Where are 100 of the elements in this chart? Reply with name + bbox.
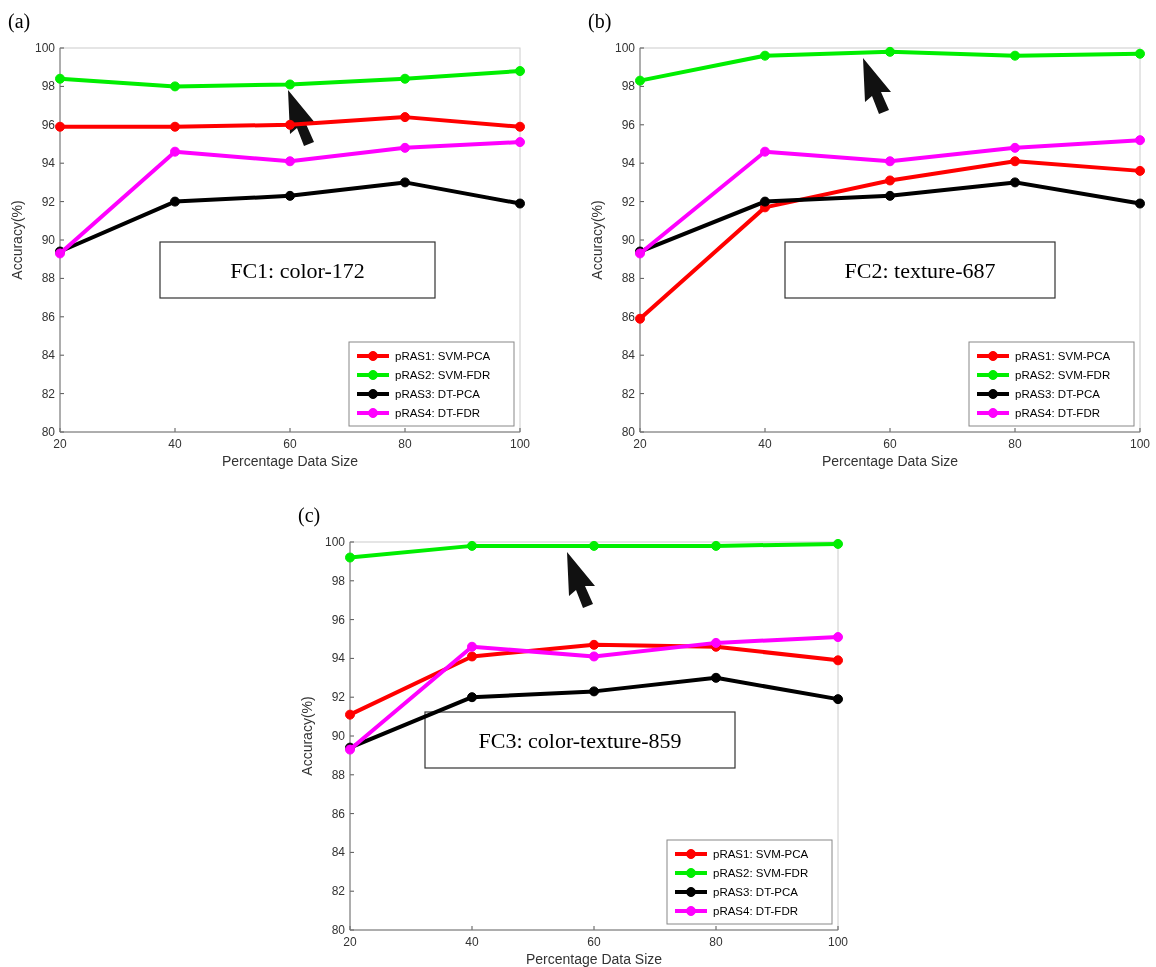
point	[515, 121, 525, 132]
point	[400, 177, 410, 188]
y-tick-label: 98	[331, 573, 346, 588]
y-tick-label: 86	[41, 309, 56, 324]
y-tick-label: 80	[331, 923, 346, 937]
legend-label: pRAS4: DT-FDR	[713, 905, 798, 917]
y-tick-label: 88	[621, 271, 636, 286]
y-tick-label: 84	[621, 348, 636, 363]
point	[515, 66, 525, 77]
y-tick-label: 98	[621, 79, 636, 94]
legend-label: pRAS2: SVM-FDR	[1015, 369, 1111, 381]
x-axis-title: Percentage Data Size	[821, 453, 959, 469]
text: (a)	[8, 10, 31, 33]
y-tick-label: 96	[331, 612, 346, 627]
y-tick-label: 86	[621, 309, 636, 324]
legend-label: pRAS2: SVM-FDR	[395, 369, 491, 381]
point	[833, 694, 843, 705]
x-tick-label: 60	[587, 935, 601, 949]
point	[760, 196, 770, 207]
y-tick-label: 96	[621, 117, 636, 132]
point	[711, 637, 721, 648]
x-tick-label: 60	[883, 437, 897, 451]
point	[1010, 156, 1020, 167]
point	[635, 313, 645, 324]
legend-label: pRAS3: DT-PCA	[1015, 388, 1101, 400]
point	[1135, 135, 1145, 146]
y-axis-title: Accuracy(%)	[589, 200, 605, 280]
point	[760, 50, 770, 61]
point	[833, 632, 843, 643]
point	[515, 198, 525, 209]
y-tick-label: 84	[331, 845, 346, 860]
point	[885, 46, 895, 57]
x-tick-label: 80	[709, 935, 723, 949]
x-tick-label: 60	[283, 437, 297, 451]
point	[285, 190, 295, 201]
legend-label: pRAS3: DT-PCA	[395, 388, 481, 400]
x-tick-label: 100	[509, 437, 531, 451]
point	[711, 540, 721, 551]
x-tick-label: 100	[827, 935, 849, 949]
point	[170, 81, 180, 92]
point	[589, 540, 599, 551]
point	[55, 121, 65, 132]
y-tick-label: 90	[331, 729, 346, 743]
x-tick-label: 80	[398, 437, 412, 451]
annotation: FC2: texture-687	[844, 258, 996, 283]
point	[711, 672, 721, 683]
legend-label: pRAS1: SVM-PCA	[395, 350, 491, 362]
point	[1135, 165, 1145, 176]
point	[467, 692, 477, 703]
y-tick-label: 98	[41, 79, 56, 94]
point	[467, 651, 477, 662]
point	[345, 552, 355, 563]
y-tick-label: 82	[41, 386, 56, 401]
legend-label: pRAS1: SVM-PCA	[1015, 350, 1111, 362]
point	[589, 686, 599, 697]
point	[885, 190, 895, 201]
point	[400, 112, 410, 123]
point	[400, 142, 410, 153]
point	[1010, 50, 1020, 61]
x-axis-title: Percentage Data Size	[221, 453, 359, 469]
x-tick-label: 20	[53, 437, 67, 451]
point	[345, 709, 355, 720]
y-tick-label: 92	[331, 690, 346, 705]
point	[1135, 198, 1145, 209]
point	[1010, 142, 1020, 153]
y-tick-label: 94	[331, 651, 346, 666]
point	[885, 156, 895, 167]
y-tick-label: 96	[41, 117, 56, 132]
x-tick-label: 20	[343, 935, 357, 949]
point	[635, 75, 645, 86]
text: (c)	[298, 504, 321, 527]
y-tick-label: 88	[41, 271, 56, 286]
y-tick-label: 94	[621, 156, 636, 171]
y-tick-label: 90	[41, 233, 56, 247]
point	[833, 538, 843, 549]
x-tick-label: 100	[1129, 437, 1151, 451]
legend-label: pRAS1: SVM-PCA	[713, 848, 809, 860]
y-tick-label: 100	[324, 535, 346, 549]
y-tick-label: 90	[621, 233, 636, 247]
y-axis-title: Accuracy(%)	[299, 696, 315, 776]
y-tick-label: 100	[34, 41, 56, 55]
point	[467, 641, 477, 652]
y-tick-label: 92	[41, 194, 56, 209]
x-tick-label: 40	[465, 935, 479, 949]
x-tick-label: 80	[1008, 437, 1022, 451]
y-tick-label: 88	[331, 767, 346, 782]
legend-label: pRAS4: DT-FDR	[1015, 407, 1100, 419]
point	[285, 79, 295, 90]
y-tick-label: 82	[331, 884, 346, 899]
y-tick-label: 80	[41, 425, 56, 439]
x-axis-title: Percentage Data Size	[525, 951, 663, 967]
point	[400, 73, 410, 84]
point	[55, 73, 65, 84]
point	[170, 146, 180, 157]
y-tick-label: 80	[621, 425, 636, 439]
y-tick-label: 82	[621, 386, 636, 401]
point	[589, 651, 599, 662]
annotation: FC3: color-texture-859	[478, 728, 682, 753]
annotation: FC1: color-172	[230, 258, 365, 283]
point	[170, 196, 180, 207]
